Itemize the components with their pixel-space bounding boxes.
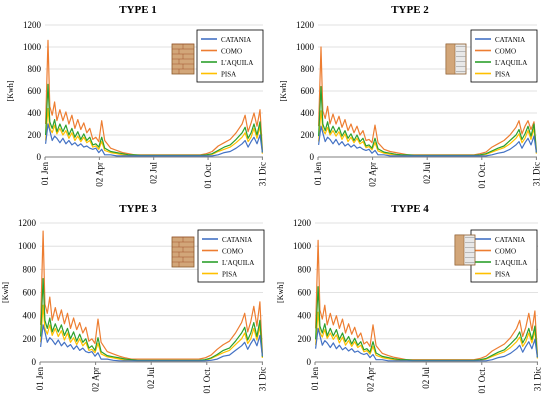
series-line-laquila (315, 286, 538, 361)
y-tick-label: 800 (23, 264, 37, 274)
y-tick-label: 200 (301, 130, 315, 140)
wall-brick-layer (454, 234, 465, 266)
y-tick-label: 1000 (296, 42, 315, 52)
legend-label: L'AQUILA (495, 59, 527, 67)
y-tick-label: 1200 (296, 20, 315, 30)
x-tick-label: 01 Oct. (477, 367, 487, 394)
y-tick-label: 200 (298, 334, 312, 344)
legend-label: L'AQUILA (495, 259, 527, 267)
legend-label: COMO (222, 248, 243, 256)
y-tick-label: 200 (23, 334, 37, 344)
legend-label: CATANIA (221, 36, 251, 44)
y-tick-label: 800 (301, 64, 315, 74)
y-tick-label: 0 (37, 152, 42, 162)
x-tick-label: 01 Oct. (477, 162, 487, 189)
legend-label: PISA (495, 271, 510, 279)
x-tick-label: 02 Apr (94, 162, 104, 187)
y-tick-label: 1000 (293, 241, 312, 251)
x-tick-label: 01 Jen (40, 162, 50, 186)
series-line-catania (40, 324, 263, 362)
series-line-laquila (318, 86, 537, 156)
chart-title: TYPE 1 (119, 4, 157, 16)
x-tick-label: 02 Jul (422, 162, 432, 184)
legend-label: L'AQUILA (221, 59, 253, 67)
series-line-pisa (318, 110, 537, 157)
legend-label: CATANIA (222, 236, 252, 244)
y-tick-label: 400 (301, 108, 315, 118)
y-axis-label: [Kwh] (276, 282, 285, 303)
legend-label: COMO (221, 48, 242, 56)
x-tick-label: 01 Jen (313, 162, 323, 186)
x-tick-label: 02 Apr (368, 162, 378, 187)
x-tick-label: 02 Jul (146, 367, 156, 389)
x-tick-label: 01 Jen (310, 367, 320, 391)
chart-panel-1: TYPE 1 0 200 400 600 800 1000 1200 01 Jen 02 Apr 0… (6, 4, 267, 189)
x-tick-label: 31 Dic (532, 367, 542, 391)
y-tick-label: 0 (307, 357, 312, 367)
y-tick-label: 1200 (23, 20, 42, 30)
y-tick-label: 200 (28, 130, 42, 140)
chart-panel-4: TYPE 4 0 200 400 600 800 1000 1200 01 Jen 02 Apr 0… (276, 203, 542, 394)
legend-label: PISA (495, 71, 510, 79)
series-line-laquila (40, 278, 263, 361)
x-tick-label: 01 Oct. (202, 367, 212, 394)
y-tick-label: 800 (298, 264, 312, 274)
x-tick-label: 31 Dic (531, 162, 541, 186)
chart-title: TYPE 4 (391, 203, 429, 215)
series-line-como (40, 230, 263, 360)
y-tick-label: 600 (301, 86, 315, 96)
x-tick-label: 02 Jul (149, 162, 159, 184)
y-tick-label: 800 (28, 64, 42, 74)
y-tick-label: 600 (28, 86, 42, 96)
x-tick-label: 31 Dic (257, 162, 267, 186)
legend-label: PISA (221, 71, 236, 79)
brick-wall-icon (171, 236, 195, 268)
brick-wall-icon (171, 43, 195, 75)
y-tick-label: 600 (298, 288, 312, 298)
y-tick-label: 600 (23, 288, 37, 298)
y-tick-label: 0 (310, 152, 315, 162)
x-tick-label: 02 Apr (366, 367, 376, 392)
x-tick-label: 01 Oct. (203, 162, 213, 189)
x-tick-label: 02 Apr (91, 367, 101, 392)
legend-label: COMO (495, 48, 516, 56)
series-line-laquila (45, 83, 263, 156)
series-line-catania (318, 125, 537, 157)
legend-label: PISA (222, 271, 237, 279)
series-line-catania (315, 327, 538, 362)
y-tick-label: 400 (23, 311, 37, 321)
x-tick-label: 02 Jul (421, 367, 431, 389)
chart-title: TYPE 2 (391, 4, 429, 16)
series-line-catania (45, 123, 263, 157)
y-tick-label: 1200 (18, 218, 37, 228)
chart-panel-3: TYPE 3 0 200 400 600 800 1000 1200 01 Jen 02 Apr 0… (1, 203, 267, 394)
y-tick-label: 1000 (18, 241, 37, 251)
legend: CATANIA COMO L'AQUILA PISA (470, 229, 538, 283)
y-axis-label: [Kwh] (279, 80, 288, 101)
legend-label: L'AQUILA (222, 259, 254, 267)
legend: CATANIA COMO L'AQUILA PISA (196, 29, 264, 83)
legend-label: COMO (495, 248, 516, 256)
insulated-wall-icon (445, 43, 467, 75)
legend-label: CATANIA (495, 36, 525, 44)
legend-label: CATANIA (495, 236, 525, 244)
chart-title: TYPE 3 (119, 203, 157, 215)
legend: CATANIA COMO L'AQUILA PISA (197, 229, 265, 283)
wall-brick-layer (445, 43, 456, 75)
x-tick-label: 31 Dic (257, 367, 267, 391)
y-tick-label: 1200 (293, 218, 312, 228)
y-axis-label: [Kwh] (6, 80, 15, 101)
x-tick-label: 01 Jen (35, 367, 45, 391)
legend: CATANIA COMO L'AQUILA PISA (470, 29, 538, 83)
chart-panel-2: TYPE 2 0 200 400 600 800 1000 1200 01 Jen 02 Apr 0… (279, 4, 541, 189)
y-tick-label: 400 (298, 311, 312, 321)
y-tick-label: 400 (28, 108, 42, 118)
insulated-wall-icon (454, 234, 476, 266)
y-tick-label: 0 (32, 357, 37, 367)
y-axis-label: [Kwh] (1, 282, 10, 303)
y-tick-label: 1000 (23, 42, 42, 52)
